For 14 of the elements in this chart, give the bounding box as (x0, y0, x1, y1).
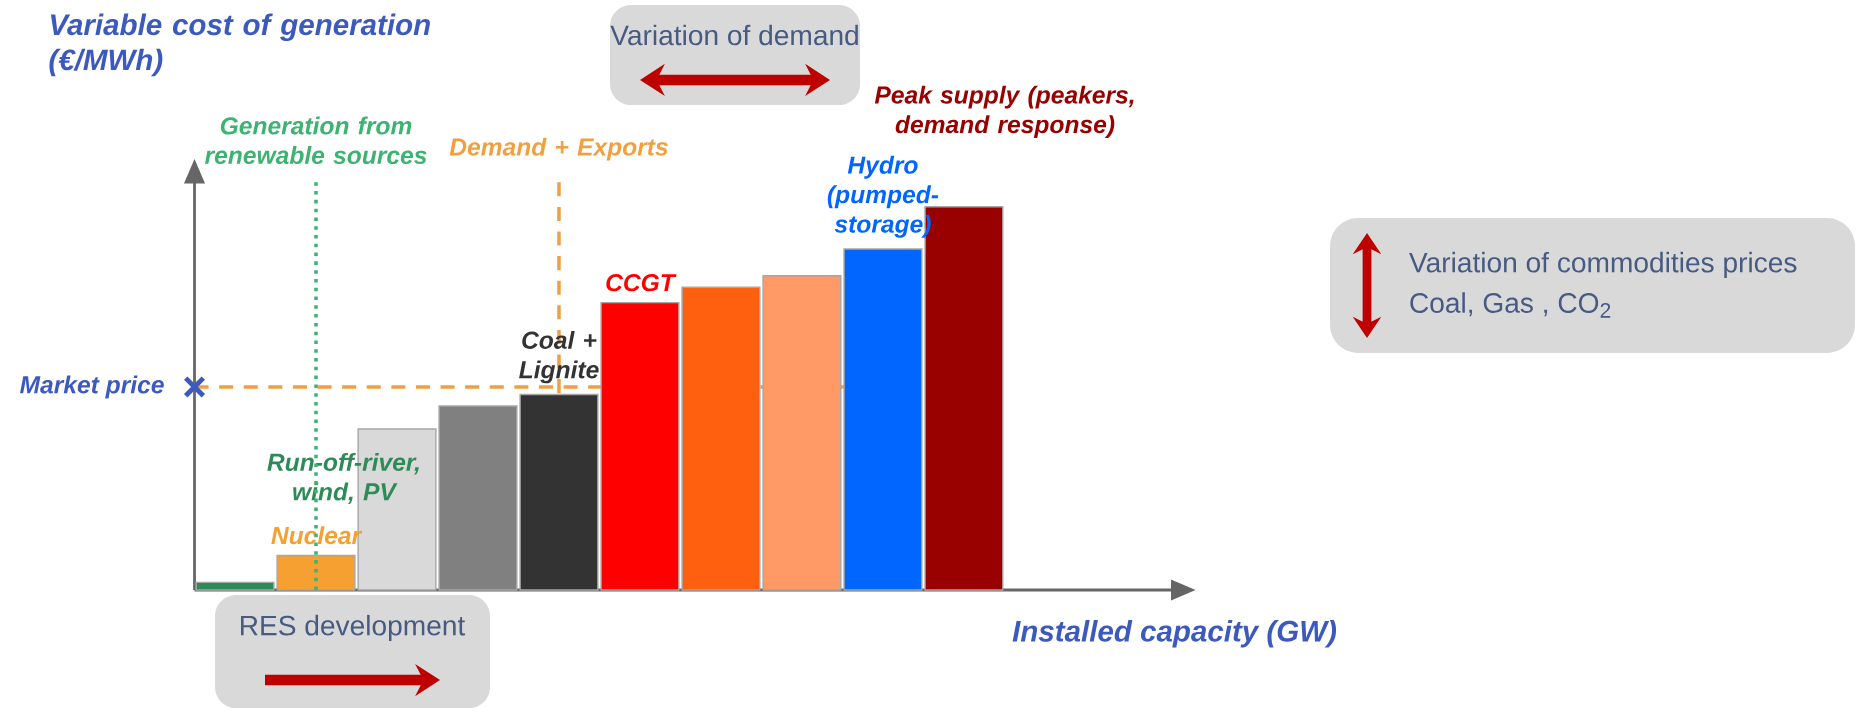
y-axis-title: Variable cost of generation (€/MWh) (49, 13, 430, 77)
text: Variation of commodities prices (1409, 251, 1797, 279)
text: Coal, Gas , CO$_{2}$ (1410, 292, 1611, 318)
text: Generation from renewable sources (205, 116, 427, 165)
x-tick-label: Nuclear (271, 526, 363, 545)
text: RES development (241, 614, 466, 642)
ref-line-label: Demand + Exports (449, 137, 668, 161)
text: Variation of demand (610, 24, 858, 46)
x-tick-label: CCGT (606, 273, 677, 292)
text: Peak supply (peakers, demand response) (874, 85, 1134, 139)
annotation: Run-off-river, wind, PV (267, 452, 419, 505)
x-tick-label: Coal + Lignite (519, 330, 599, 384)
ref-line-label: Market price (20, 375, 164, 399)
x-axis-title: Installed capacity (GW) (1012, 620, 1337, 648)
